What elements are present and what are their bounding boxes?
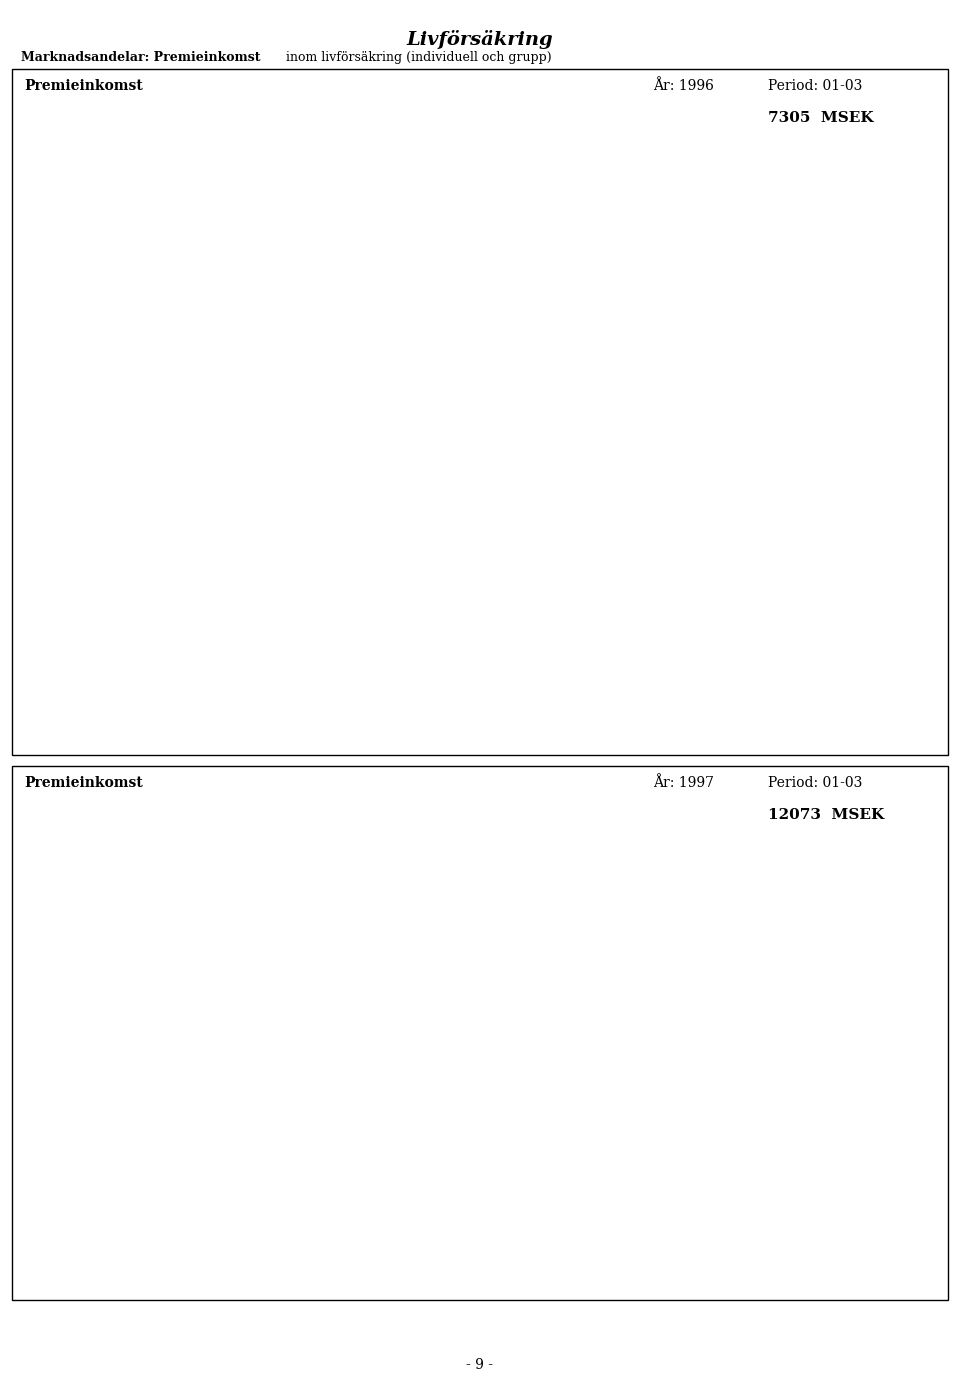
Text: S-E-Banken Försäkring (9.69%): S-E-Banken Försäkring (9.69%) — [574, 1002, 761, 1017]
Text: Skandiakoncernen (22.51%): Skandiakoncernen (22.51%) — [529, 1142, 685, 1173]
Text: Trygg-Hansa (13.40%): Trygg-Hansa (13.40%) — [266, 966, 402, 991]
Wedge shape — [459, 1053, 569, 1150]
Wedge shape — [366, 432, 480, 478]
Wedge shape — [384, 1028, 480, 1119]
Text: WASA (9.66%): WASA (9.66%) — [349, 262, 435, 305]
Text: Period: 01-03: Period: 01-03 — [768, 776, 862, 790]
Wedge shape — [366, 432, 592, 527]
Wedge shape — [480, 403, 611, 453]
Text: Folksam (10.78%): Folksam (10.78%) — [546, 274, 656, 315]
Text: LFgruppen (2.55%): LFgruppen (2.55%) — [545, 951, 662, 979]
Text: År: 1997: År: 1997 — [653, 776, 714, 790]
Text: Övriga (0.43%): Övriga (0.43%) — [478, 251, 555, 298]
Text: SPP (9.84%): SPP (9.84%) — [351, 1141, 428, 1171]
Wedge shape — [480, 960, 536, 1053]
Wedge shape — [480, 1048, 576, 1089]
Text: 7305  MSEK: 7305 MSEK — [768, 111, 874, 125]
Text: Livförsäkring: Livförsäkring — [407, 30, 553, 50]
Text: Marknadsandelar: Premieinkomst: Marknadsandelar: Premieinkomst — [21, 51, 260, 64]
Text: Handelsbanken (7.08%): Handelsbanken (7.08%) — [580, 1069, 730, 1078]
Wedge shape — [388, 967, 480, 1053]
Text: År: 1996: År: 1996 — [653, 79, 713, 93]
Text: Ansvar (0.35%): Ansvar (0.35%) — [481, 920, 560, 955]
Wedge shape — [480, 992, 555, 1053]
Text: Period: 01-03: Period: 01-03 — [768, 79, 862, 93]
Wedge shape — [480, 402, 604, 432]
Text: Livia (1.60%): Livia (1.60%) — [555, 962, 643, 987]
Wedge shape — [480, 370, 595, 432]
Wedge shape — [480, 340, 577, 432]
Wedge shape — [409, 1053, 480, 1148]
Text: Läkarförsäkringar (0.32%): Läkarförsäkringar (0.32%) — [609, 370, 782, 389]
Wedge shape — [349, 358, 480, 446]
Text: Förenade Liv (3.72%): Förenade Liv (3.72%) — [496, 922, 608, 956]
Text: LFgruppen (3.84%): LFgruppen (3.84%) — [592, 327, 724, 356]
Text: SparLiv/ SparFond (16.08%): SparLiv/ SparFond (16.08%) — [209, 1077, 382, 1088]
Text: Premieinkomst: Premieinkomst — [24, 79, 143, 93]
Text: Salus (0.18%): Salus (0.18%) — [559, 967, 651, 991]
Text: Ansvar (0.56%): Ansvar (0.56%) — [483, 252, 561, 298]
Wedge shape — [438, 958, 480, 1053]
Text: Premieinkomst: Premieinkomst — [24, 776, 143, 790]
Text: - 9 -: - 9 - — [467, 1358, 493, 1372]
Text: Skandiakoncernen (33.45%): Skandiakoncernen (33.45%) — [477, 568, 621, 614]
Wedge shape — [478, 958, 480, 1053]
Wedge shape — [402, 340, 480, 432]
Text: inom livförsäkring (individuell och grupp): inom livförsäkring (individuell och grup… — [282, 51, 552, 64]
Text: Handelsbanken (5.12%): Handelsbanken (5.12%) — [607, 482, 766, 502]
Text: Folksam (5.78%): Folksam (5.78%) — [524, 931, 620, 965]
Wedge shape — [476, 340, 480, 432]
Wedge shape — [480, 976, 547, 1053]
Text: Förenade Liv (2.01%): Förenade Liv (2.01%) — [495, 254, 607, 299]
Text: WASA (6.89%): WASA (6.89%) — [376, 923, 455, 958]
Text: Livia (2.33%): Livia (2.33%) — [605, 358, 708, 378]
Wedge shape — [480, 388, 603, 432]
Wedge shape — [480, 985, 554, 1053]
Wedge shape — [480, 994, 576, 1053]
Text: Salus (0.15%): Salus (0.15%) — [610, 373, 718, 391]
Text: SPP (0.00%): SPP (0.00%) — [262, 499, 361, 523]
Wedge shape — [480, 403, 604, 432]
Wedge shape — [480, 340, 501, 432]
Wedge shape — [480, 958, 482, 1053]
Text: 12073  MSEK: 12073 MSEK — [768, 808, 884, 822]
Wedge shape — [350, 432, 480, 478]
Text: Trygg-Hansa (17.06%): Trygg-Hansa (17.06%) — [203, 360, 354, 381]
Wedge shape — [480, 340, 485, 432]
Text: Övriga (0.32%): Övriga (0.32%) — [479, 919, 556, 955]
Text: S-E-Banken Försäkring (8.42%): S-E-Banken Försäkring (8.42%) — [616, 420, 817, 428]
Wedge shape — [480, 958, 504, 1053]
Text: SparLiv/ SparFond (5.86%): SparLiv/ SparFond (5.86%) — [175, 475, 350, 493]
Wedge shape — [480, 432, 608, 481]
